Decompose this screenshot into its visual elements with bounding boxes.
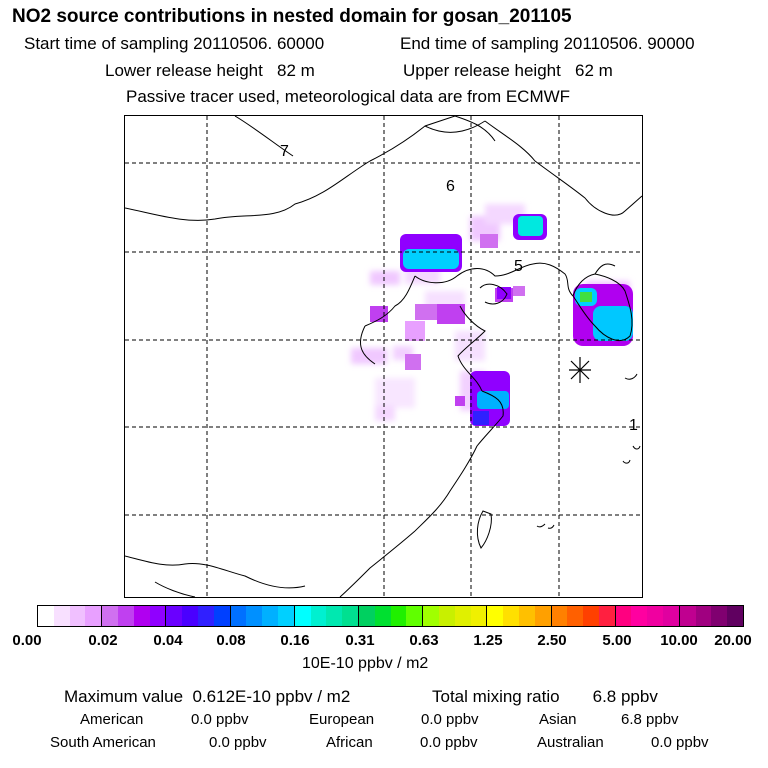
colorbar-swatch	[647, 606, 664, 626]
colorbar-swatch	[117, 606, 134, 626]
colorbar-swatch	[695, 606, 712, 626]
upper-release-label: Upper release height 62 m	[403, 61, 613, 80]
colorbar-swatch	[213, 606, 231, 626]
colorbar-swatch	[182, 606, 198, 626]
colorbar-swatch	[406, 606, 424, 626]
colorbar-tick: 0.16	[280, 632, 310, 649]
max-value-label: Maximum value 0.612E-10 ppbv / m2	[64, 687, 351, 706]
american-value: 0.0 ppbv	[191, 711, 249, 728]
colorbar-swatch	[518, 606, 535, 626]
region-label-6: 6	[446, 178, 455, 195]
colorbar-swatch	[166, 606, 183, 626]
colorbar-swatch	[598, 606, 616, 626]
colorbar-swatch	[423, 606, 439, 626]
receptor-marker	[569, 357, 591, 383]
chart-title: NO2 source contributions in nested domai…	[12, 6, 572, 27]
colorbar-tick: 0.04	[153, 632, 183, 649]
grid-lines	[125, 116, 642, 597]
colorbar-swatch	[454, 606, 471, 626]
colorbar-swatch	[69, 606, 86, 626]
asian-value: 6.8 ppbv	[621, 711, 679, 728]
region-label-1: 1	[629, 417, 638, 434]
colorbar-swatch	[38, 606, 54, 626]
end-time-label: End time of sampling 20110506. 90000	[400, 34, 695, 53]
colorbar-swatch	[470, 606, 488, 626]
start-time-label: Start time of sampling 20110506. 60000	[24, 34, 325, 53]
colorbar-swatch	[503, 606, 519, 626]
colorbar-tick: 20.00	[714, 632, 752, 649]
colorbar-swatch	[374, 606, 391, 626]
colorbar-tick: 0.00	[12, 632, 42, 649]
colorbar-swatch	[102, 606, 118, 626]
colorbar-swatch	[310, 606, 327, 626]
concentration-high	[400, 214, 633, 426]
australian-value: 0.0 ppbv	[651, 734, 709, 751]
colorbar-swatch	[631, 606, 648, 626]
colorbar-swatch	[567, 606, 584, 626]
african-label: African	[326, 734, 373, 751]
colorbar-tick: 0.31	[345, 632, 375, 649]
colorbar	[37, 605, 744, 627]
lower-release-label: Lower release height 82 m	[105, 61, 315, 80]
colorbar-swatch	[294, 606, 311, 626]
colorbar-units: 10E-10 ppbv / m2	[302, 655, 429, 672]
colorbar-swatch	[438, 606, 455, 626]
colorbar-swatch	[487, 606, 504, 626]
european-value: 0.0 ppbv	[421, 711, 479, 728]
south-american-label: South American	[50, 734, 156, 751]
colorbar-swatch	[679, 606, 696, 626]
colorbar-swatch	[358, 606, 375, 626]
colorbar-tick: 10.00	[660, 632, 698, 649]
american-label: American	[80, 711, 144, 728]
colorbar-tick: 0.08	[216, 632, 246, 649]
colorbar-swatch	[246, 606, 263, 626]
colorbar-swatch	[230, 606, 247, 626]
colorbar-swatch	[149, 606, 167, 626]
colorbar-swatch	[53, 606, 70, 626]
colorbar-swatch	[390, 606, 407, 626]
colorbar-swatch	[663, 606, 680, 626]
colorbar-swatch	[277, 606, 295, 626]
asian-label: Asian	[539, 711, 577, 728]
concentration-medium	[370, 234, 525, 406]
colorbar-tick: 0.63	[409, 632, 439, 649]
colorbar-swatch	[534, 606, 552, 626]
colorbar-swatch	[727, 606, 744, 626]
colorbar-swatch	[551, 606, 568, 626]
colorbar-swatch	[133, 606, 150, 626]
colorbar-swatch	[615, 606, 632, 626]
tracer-note: Passive tracer used, meteorological data…	[126, 87, 571, 106]
map-canvas	[125, 116, 642, 597]
african-value: 0.0 ppbv	[420, 734, 478, 751]
map-panel: 7 6 5 1	[124, 115, 643, 598]
south-american-value: 0.0 ppbv	[209, 734, 267, 751]
colorbar-swatch	[197, 606, 214, 626]
colorbar-swatch	[711, 606, 728, 626]
colorbar-swatch	[85, 606, 103, 626]
colorbar-tick: 2.50	[537, 632, 567, 649]
colorbar-tick: 5.00	[602, 632, 632, 649]
total-mixing-label: Total mixing ratio 6.8 ppbv	[432, 687, 658, 706]
region-label-5: 5	[514, 258, 523, 275]
colorbar-tick: 1.25	[473, 632, 503, 649]
colorbar-swatch	[342, 606, 359, 626]
colorbar-tick: 0.02	[88, 632, 118, 649]
coastlines	[125, 116, 642, 597]
colorbar-swatch	[326, 606, 343, 626]
australian-label: Australian	[537, 734, 604, 751]
european-label: European	[309, 711, 375, 728]
region-label-7: 7	[280, 143, 289, 160]
colorbar-swatch	[262, 606, 278, 626]
colorbar-swatch	[583, 606, 599, 626]
